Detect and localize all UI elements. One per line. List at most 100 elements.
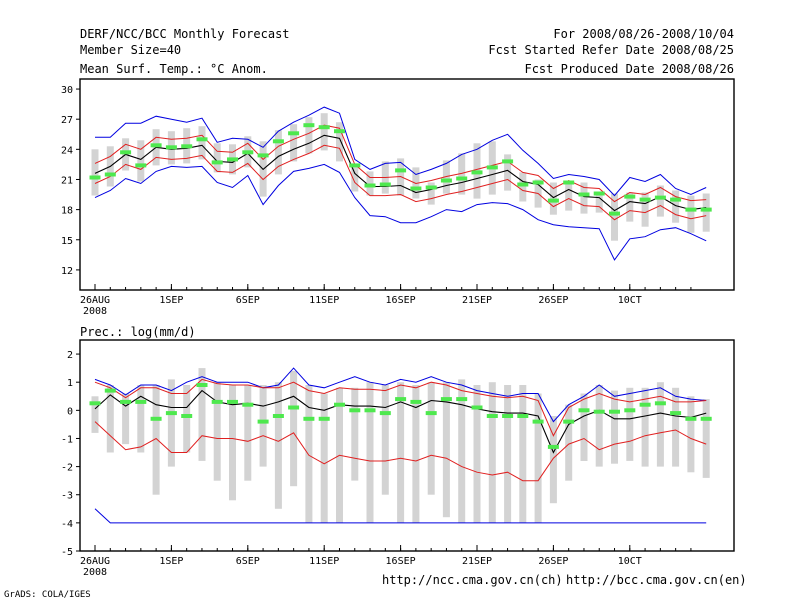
temp-median-day-21 bbox=[410, 186, 422, 191]
temp-median-day-23 bbox=[440, 178, 452, 183]
temperature-panel: 12 15 18 21 24 27 30 26AUG 1SEP 6SEP 11SEP 16SEP 21… bbox=[61, 78, 735, 317]
temp-box-day-31 bbox=[565, 182, 573, 211]
prec-median-day-25 bbox=[471, 405, 483, 410]
prec-band-lower-line bbox=[94, 421, 707, 482]
prec-median-day-32 bbox=[578, 408, 590, 413]
prec-box-day-34 bbox=[611, 390, 618, 464]
prec-median-day-7 bbox=[196, 383, 208, 387]
temp-box-day-33 bbox=[595, 191, 603, 213]
temp-y-tick-label-6: 30 bbox=[61, 85, 73, 96]
prec-box-day-27 bbox=[504, 385, 512, 523]
prec-median-day-24 bbox=[456, 397, 468, 402]
prec-median-day-15 bbox=[318, 416, 330, 421]
prec-x-tick-label-5: 21SEP bbox=[462, 556, 492, 567]
prec-box-day-26 bbox=[488, 382, 496, 523]
temp-median-day-14 bbox=[303, 123, 315, 128]
temp-median-day-11 bbox=[257, 153, 269, 158]
prec-median-day-5 bbox=[165, 411, 177, 416]
prec-box-day-33 bbox=[595, 385, 603, 467]
temp-x-tick-label-1: 1SEP bbox=[159, 295, 183, 306]
temp-box-day-17 bbox=[351, 166, 359, 192]
temp-median-day-3 bbox=[135, 163, 147, 168]
prec-median-day-3 bbox=[135, 399, 147, 404]
temp-y-tick-label-2: 18 bbox=[61, 206, 73, 217]
prec-median-day-40 bbox=[700, 416, 712, 421]
temp-median-day-10 bbox=[242, 150, 254, 155]
temp-box-day-36 bbox=[641, 192, 649, 227]
url-ncc-link[interactable]: http://ncc.cma.gov.cn(ch) bbox=[382, 573, 563, 587]
temp-box-day-35 bbox=[626, 192, 634, 222]
temp-box-day-7 bbox=[198, 126, 206, 160]
prec-box-day-4 bbox=[152, 385, 160, 495]
prec-box-day-18 bbox=[366, 382, 374, 523]
temp-median-day-32 bbox=[578, 192, 590, 197]
temp-median-day-7 bbox=[196, 137, 208, 142]
prec-box-day-9 bbox=[229, 385, 236, 501]
prec-median-day-12 bbox=[272, 414, 284, 418]
prec-y-tick-label-5: 0 bbox=[67, 406, 73, 417]
temp-median-day-40 bbox=[700, 207, 712, 212]
temp-median-day-13 bbox=[288, 131, 300, 136]
temp-x-tick-label-6: 26SEP bbox=[538, 295, 568, 306]
prec-box-day-30 bbox=[549, 416, 557, 504]
prec-median-day-26 bbox=[486, 414, 498, 418]
prec-median-day-8 bbox=[211, 399, 223, 404]
prec-box-day-21 bbox=[412, 385, 420, 523]
prec-box-day-24 bbox=[458, 379, 466, 523]
prec-median-day-22 bbox=[425, 411, 437, 416]
prec-box-day-22 bbox=[427, 382, 435, 495]
prec-median-day-4 bbox=[150, 416, 162, 421]
prec-y-tick-label-0: -5 bbox=[61, 547, 73, 558]
temp-median-day-9 bbox=[227, 157, 238, 162]
temp-median-day-22 bbox=[425, 185, 437, 190]
temp-median-day-33 bbox=[593, 191, 605, 196]
temp-x-year-label: 2008 bbox=[83, 306, 107, 317]
prec-x-tick-label-1: 1SEP bbox=[159, 556, 183, 567]
prec-median-day-19 bbox=[379, 411, 391, 416]
prec-box-day-5 bbox=[167, 379, 175, 467]
header-variable: Mean Surf. Temp.: °C Anom. bbox=[80, 62, 268, 76]
prec-median-day-39 bbox=[685, 416, 697, 421]
prec-box-day-31 bbox=[565, 404, 573, 481]
temp-median-day-28 bbox=[517, 182, 529, 187]
temp-band-lower-line bbox=[94, 144, 707, 221]
prec-y-tick-label-2: -3 bbox=[61, 491, 73, 502]
prec-box-day-20 bbox=[397, 382, 405, 523]
prec-box-day-35 bbox=[626, 387, 634, 461]
prec-y-tick-label-6: 1 bbox=[67, 378, 73, 389]
temp-y-tick-label-0: 12 bbox=[61, 266, 73, 277]
precip-panel-title: Prec.: log(mm/d) bbox=[80, 325, 196, 339]
temp-x-tick-label-0: 26AUG bbox=[80, 295, 110, 306]
prec-box-day-40 bbox=[702, 399, 710, 478]
temp-x-tick-label-4: 16SEP bbox=[386, 295, 416, 306]
temp-median-day-35 bbox=[624, 194, 636, 199]
prec-box-day-32 bbox=[580, 393, 588, 461]
url-bcc-link[interactable]: http://bcc.cma.gov.cn(en) bbox=[566, 573, 747, 587]
precipitation-boxes bbox=[91, 368, 710, 523]
temp-envelope-min-line bbox=[94, 163, 707, 261]
temp-box-day-16 bbox=[336, 122, 343, 162]
prec-median-day-29 bbox=[532, 419, 544, 424]
temp-box-day-22 bbox=[427, 182, 435, 205]
prec-median-day-30 bbox=[547, 444, 559, 449]
temp-box-day-37 bbox=[656, 185, 664, 217]
temp-box-day-38 bbox=[672, 190, 680, 223]
temp-box-day-21 bbox=[412, 167, 420, 199]
prec-median-day-2 bbox=[120, 399, 132, 404]
prec-median-day-6 bbox=[181, 414, 193, 418]
temp-median-day-34 bbox=[609, 211, 620, 216]
precipitation-medians bbox=[89, 383, 712, 449]
prec-box-day-13 bbox=[290, 370, 298, 487]
prec-y-tick-label-7: 2 bbox=[67, 350, 73, 361]
prec-box-day-38 bbox=[672, 387, 680, 467]
prec-median-day-1 bbox=[104, 388, 116, 393]
prec-box-day-23 bbox=[442, 382, 450, 518]
temp-box-day-27 bbox=[504, 154, 512, 191]
prec-median-day-18 bbox=[364, 408, 376, 413]
prec-box-day-7 bbox=[198, 368, 206, 461]
prec-envelope-min-line bbox=[94, 508, 707, 524]
header-period: For 2008/08/26-2008/10/04 bbox=[553, 27, 734, 41]
temp-median-day-30 bbox=[547, 198, 559, 203]
precipitation-y-axis: -5 -4 -3 -2 -1 0 1 2 bbox=[61, 350, 80, 558]
